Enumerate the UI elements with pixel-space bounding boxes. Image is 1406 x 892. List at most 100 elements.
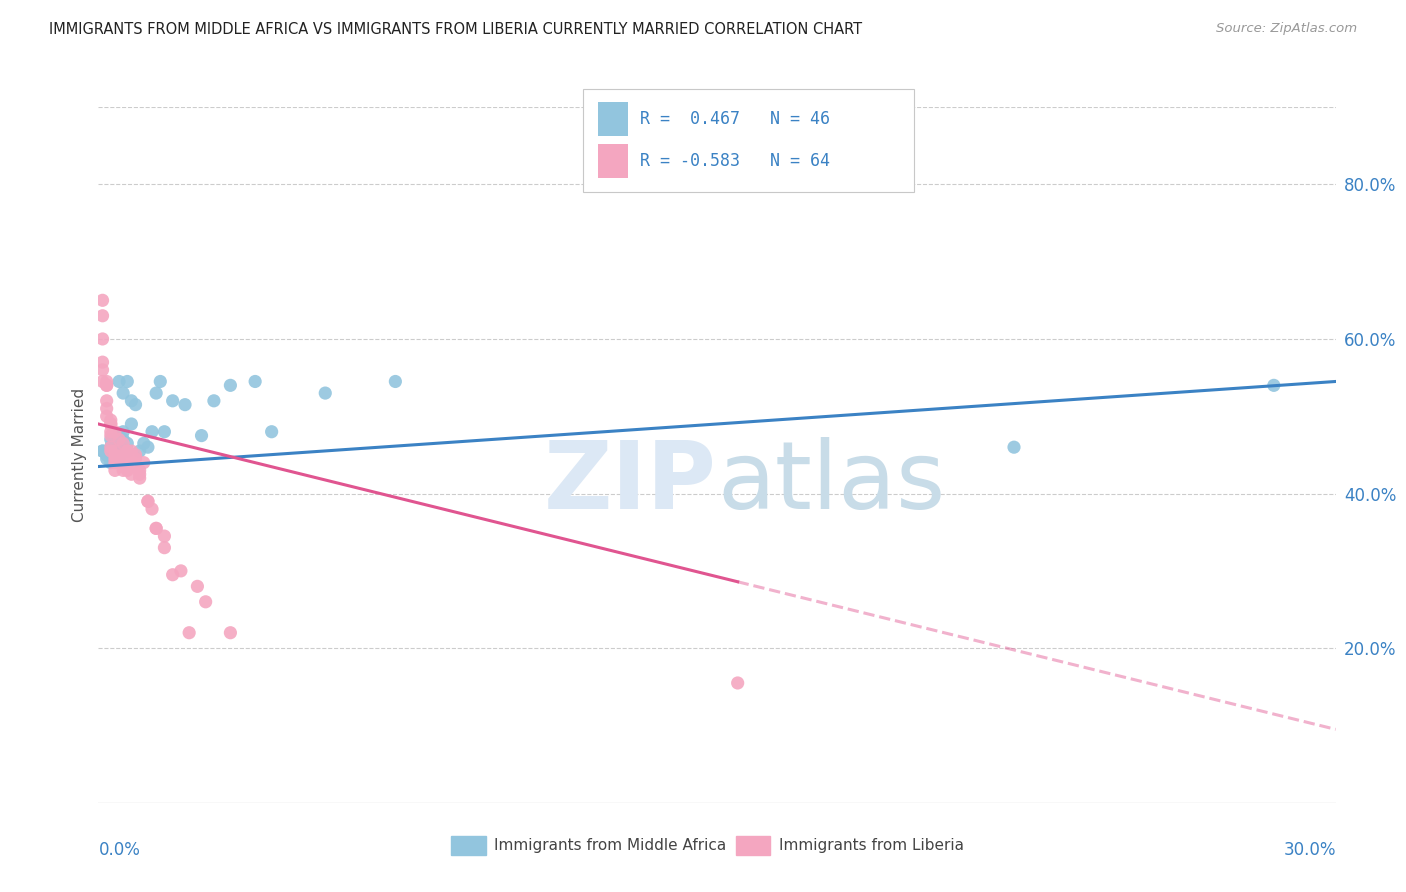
Point bbox=[120, 444, 142, 458]
Point bbox=[202, 393, 225, 408]
Text: IMMIGRANTS FROM MIDDLE AFRICA VS IMMIGRANTS FROM LIBERIA CURRENTLY MARRIED CORRE: IMMIGRANTS FROM MIDDLE AFRICA VS IMMIGRA… bbox=[49, 22, 862, 37]
Point bbox=[108, 456, 131, 470]
Text: 0.0%: 0.0% bbox=[98, 841, 141, 859]
Point bbox=[100, 440, 122, 454]
Point bbox=[128, 444, 150, 458]
Point bbox=[162, 567, 184, 582]
Point bbox=[91, 293, 114, 308]
Point bbox=[112, 459, 135, 474]
Point bbox=[100, 413, 122, 427]
Point bbox=[136, 494, 159, 508]
Point bbox=[120, 451, 142, 466]
Point bbox=[190, 428, 212, 442]
Point bbox=[186, 579, 208, 593]
Point bbox=[91, 444, 114, 458]
Point bbox=[112, 386, 135, 401]
Point bbox=[153, 425, 176, 439]
Text: Immigrants from Middle Africa: Immigrants from Middle Africa bbox=[495, 838, 727, 853]
Point bbox=[91, 309, 114, 323]
Point bbox=[219, 625, 242, 640]
Point bbox=[117, 444, 139, 458]
Point bbox=[128, 463, 150, 477]
Point bbox=[108, 428, 131, 442]
Point bbox=[1002, 440, 1025, 454]
Point bbox=[96, 448, 118, 462]
Point bbox=[145, 386, 167, 401]
Point bbox=[108, 451, 131, 466]
Bar bbox=[451, 836, 485, 855]
Point bbox=[120, 417, 142, 431]
Point bbox=[145, 521, 167, 535]
Point bbox=[117, 463, 139, 477]
Point bbox=[108, 451, 131, 466]
Point bbox=[112, 448, 135, 462]
Bar bbox=[735, 836, 770, 855]
Point bbox=[162, 393, 184, 408]
Point bbox=[179, 625, 201, 640]
Point bbox=[124, 448, 146, 462]
Point bbox=[104, 440, 127, 454]
Point bbox=[120, 448, 142, 462]
Point bbox=[132, 436, 155, 450]
Point bbox=[96, 451, 118, 466]
Point bbox=[117, 459, 139, 474]
Point bbox=[219, 378, 242, 392]
Point bbox=[117, 444, 139, 458]
Text: 30.0%: 30.0% bbox=[1284, 841, 1336, 859]
Point bbox=[727, 676, 749, 690]
Point bbox=[314, 386, 336, 401]
Point bbox=[112, 433, 135, 447]
Point bbox=[96, 448, 118, 462]
Point bbox=[153, 529, 176, 543]
Point bbox=[112, 444, 135, 458]
Point bbox=[100, 425, 122, 439]
Point bbox=[108, 433, 131, 447]
Point bbox=[145, 521, 167, 535]
Point bbox=[91, 375, 114, 389]
Text: Source: ZipAtlas.com: Source: ZipAtlas.com bbox=[1216, 22, 1357, 36]
Point bbox=[104, 444, 127, 458]
Point bbox=[91, 363, 114, 377]
Point bbox=[132, 456, 155, 470]
Text: atlas: atlas bbox=[717, 437, 945, 529]
Point bbox=[100, 440, 122, 454]
Point bbox=[112, 456, 135, 470]
Text: Immigrants from Liberia: Immigrants from Liberia bbox=[779, 838, 965, 853]
Point bbox=[104, 456, 127, 470]
Point bbox=[96, 375, 118, 389]
Point bbox=[100, 417, 122, 431]
Point bbox=[100, 444, 122, 458]
Point bbox=[104, 448, 127, 462]
Text: R =  0.467   N = 46: R = 0.467 N = 46 bbox=[640, 110, 830, 128]
Point bbox=[194, 595, 217, 609]
Point bbox=[260, 425, 283, 439]
Point bbox=[117, 375, 139, 389]
Point bbox=[96, 393, 118, 408]
Text: ZIP: ZIP bbox=[544, 437, 717, 529]
Point bbox=[100, 433, 122, 447]
Point bbox=[243, 375, 266, 389]
Point bbox=[117, 444, 139, 458]
Point bbox=[96, 401, 118, 416]
Point bbox=[170, 564, 193, 578]
Point bbox=[124, 459, 146, 474]
Point bbox=[100, 448, 122, 462]
Point bbox=[124, 451, 146, 466]
Point bbox=[91, 444, 114, 458]
Point bbox=[104, 463, 127, 477]
Point bbox=[91, 355, 114, 369]
Point bbox=[108, 375, 131, 389]
Point bbox=[112, 425, 135, 439]
Point bbox=[128, 467, 150, 482]
Y-axis label: Currently Married: Currently Married bbox=[72, 388, 87, 522]
Point bbox=[1263, 378, 1285, 392]
Point bbox=[100, 440, 122, 454]
Point bbox=[104, 440, 127, 454]
Point bbox=[104, 451, 127, 466]
Point bbox=[100, 417, 122, 431]
Point bbox=[91, 332, 114, 346]
Point bbox=[112, 463, 135, 477]
Point bbox=[174, 398, 197, 412]
Point bbox=[104, 448, 127, 462]
Point bbox=[117, 436, 139, 450]
